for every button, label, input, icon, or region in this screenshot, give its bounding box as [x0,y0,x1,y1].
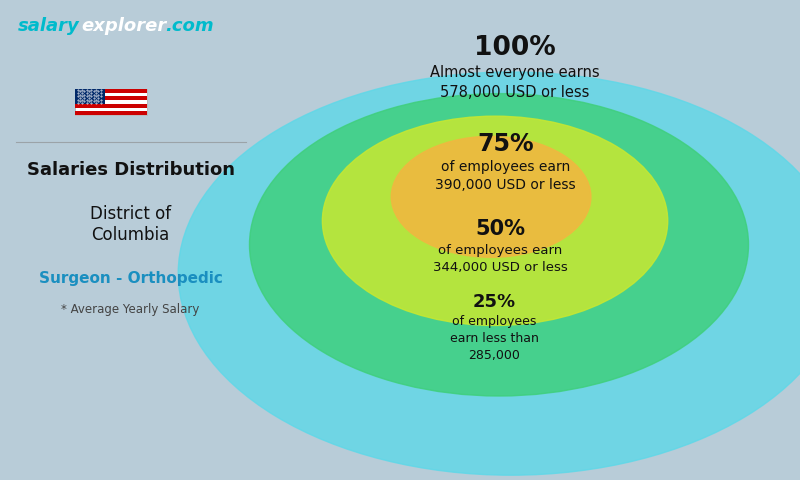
Circle shape [178,72,800,475]
Text: 344,000 USD or less: 344,000 USD or less [434,261,568,274]
Text: earn less than: earn less than [450,332,538,345]
FancyBboxPatch shape [75,96,146,100]
Text: Salaries Distribution: Salaries Distribution [26,161,234,180]
Text: explorer: explorer [82,17,167,36]
Text: 390,000 USD or less: 390,000 USD or less [435,178,576,192]
Text: .com: .com [165,17,214,36]
Text: * Average Yearly Salary: * Average Yearly Salary [62,303,200,316]
Text: Surgeon - Orthopedic: Surgeon - Orthopedic [38,271,222,286]
FancyBboxPatch shape [75,104,146,108]
Text: District of: District of [90,204,171,223]
Circle shape [391,136,591,257]
Text: Almost everyone earns: Almost everyone earns [430,65,600,81]
Text: 50%: 50% [475,219,526,240]
Text: of employees earn: of employees earn [441,160,570,174]
FancyBboxPatch shape [75,89,146,93]
Text: 25%: 25% [473,293,516,312]
Text: 75%: 75% [477,132,534,156]
Text: 100%: 100% [474,35,556,61]
Text: 578,000 USD or less: 578,000 USD or less [440,84,590,100]
FancyBboxPatch shape [75,89,105,104]
Text: Columbia: Columbia [91,226,170,244]
Circle shape [322,116,668,325]
Text: salary: salary [18,17,80,36]
Text: 285,000: 285,000 [468,348,520,362]
FancyBboxPatch shape [75,111,146,115]
Text: of employees earn: of employees earn [438,244,562,257]
FancyBboxPatch shape [75,89,146,115]
Circle shape [250,94,749,396]
Text: of employees: of employees [452,315,537,328]
